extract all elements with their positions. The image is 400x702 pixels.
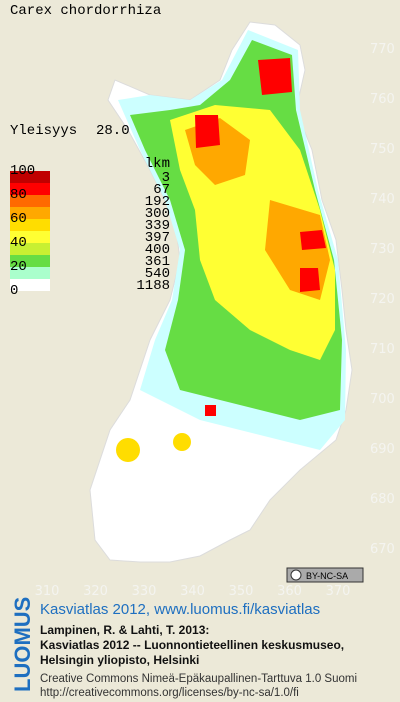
license-line: Creative Commons Nimeä-Epäkaupallinen-Ta… xyxy=(40,673,357,685)
scale-label: 20 xyxy=(10,259,27,275)
easting-label: 370 xyxy=(326,584,351,599)
legend-swatch xyxy=(10,195,50,207)
easting-label: 340 xyxy=(180,584,205,599)
legend-swatch xyxy=(10,231,50,243)
footer-link[interactable]: Kasviatlas 2012, www.luomus.fi/kasviatla… xyxy=(40,601,320,618)
count-label: 67 xyxy=(153,182,170,198)
easting-label: 330 xyxy=(132,584,157,599)
northing-label: 760 xyxy=(370,92,395,107)
scale-label: 100 xyxy=(10,163,35,179)
badge-box xyxy=(286,567,364,583)
south-spot xyxy=(173,433,191,451)
count-label: 400 xyxy=(145,242,170,258)
citation-line: Helsingin yliopisto, Helsinki xyxy=(40,653,199,667)
legend-swatch xyxy=(10,219,50,231)
orange-zone xyxy=(185,118,330,300)
northing-label: 670 xyxy=(370,542,395,557)
northing-label: 770 xyxy=(370,42,395,57)
northing-label: 720 xyxy=(370,292,395,307)
count-label: 397 xyxy=(145,230,170,246)
legend-swatch xyxy=(10,171,50,183)
count-label: 361 xyxy=(145,254,170,270)
legend-swatch xyxy=(10,279,50,291)
northing-label: 740 xyxy=(370,192,395,207)
northing-label: 710 xyxy=(370,342,395,357)
easting-label: 320 xyxy=(83,584,108,599)
cc-icon xyxy=(290,569,302,581)
legend-swatch xyxy=(10,243,50,255)
scale-label: 40 xyxy=(10,235,27,251)
legend-swatch xyxy=(10,207,50,219)
northing-label: 750 xyxy=(370,142,395,157)
legend-swatch xyxy=(10,183,50,195)
logo: LUOMUS xyxy=(10,597,35,692)
scale-label: 0 xyxy=(10,283,18,299)
license-line: http://creativecommons.org/licenses/by-n… xyxy=(40,687,299,699)
count-label: 1188 xyxy=(136,278,170,294)
license-badge: BY-NC-SA xyxy=(286,567,364,583)
species-title: Carex chordorrhiza xyxy=(10,3,161,19)
citation-line: Kasviatlas 2012 -- Luonnontieteellinen k… xyxy=(40,638,344,652)
count-label: 300 xyxy=(145,206,170,222)
south-spot xyxy=(116,438,140,462)
frequency-label: Yleisyys xyxy=(10,123,77,139)
grid-labels: 770 760 750 740 730 720 710 700 690 680 670 310 320 3… xyxy=(35,42,395,599)
count-label: 339 xyxy=(145,218,170,234)
scale-label: 60 xyxy=(10,211,27,227)
legend-swatch xyxy=(10,267,50,279)
footer: Lampinen, R. & Lahti, T. 2013:Kasviatlas… xyxy=(40,623,357,699)
count-label: 3 xyxy=(162,170,170,186)
northing-label: 700 xyxy=(370,392,395,407)
easting-label: 350 xyxy=(229,584,254,599)
easting-label: 360 xyxy=(277,584,302,599)
northing-label: 690 xyxy=(370,442,395,457)
count-label: 192 xyxy=(145,194,170,210)
northing-label: 680 xyxy=(370,492,395,507)
citation-line: Lampinen, R. & Lahti, T. 2013: xyxy=(40,623,209,637)
badge-text: BY-NC-SA xyxy=(306,571,348,581)
legend-swatch xyxy=(10,255,50,267)
frequency-value: 28.0 xyxy=(96,123,130,139)
easting-label: 310 xyxy=(35,584,60,599)
scale-label: 80 xyxy=(10,187,27,203)
count-header: lkm xyxy=(145,156,170,172)
finland-map xyxy=(89,21,353,563)
northing-label: 730 xyxy=(370,242,395,257)
count-label: 540 xyxy=(145,266,170,282)
